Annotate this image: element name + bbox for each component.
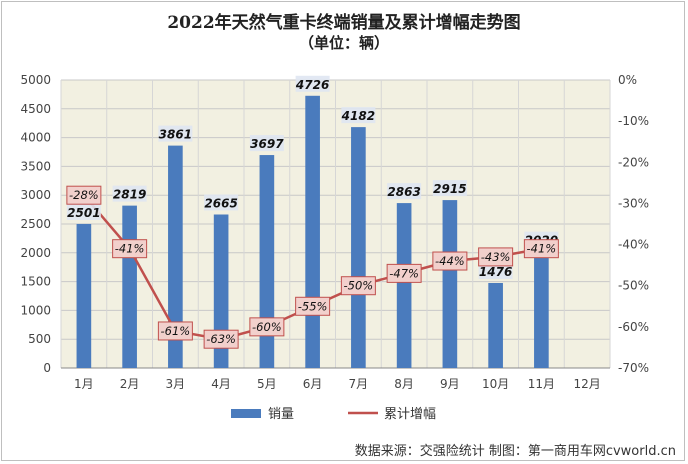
bar [213,214,229,368]
bar [122,205,137,368]
line-value-label: -41% [115,242,145,256]
bar-label-bg [295,75,330,92]
y-right-tick-label: -10% [618,114,649,128]
bar [351,127,366,369]
y-right-tick-label: 0% [618,73,637,87]
line-label-box [432,251,468,271]
bar-label-bg [387,183,422,200]
y-left-tick-label: 2000 [20,246,51,260]
x-tick-label: 9月 [440,377,460,391]
line-value-label: -41% [527,242,557,256]
y-right-tick-label: -40% [618,238,649,252]
line-value-label: -43% [481,250,511,264]
y-left-tick-label: 4500 [20,102,51,116]
chart-title: 2022年天然气重卡终端销量及累计增幅走势图 [167,13,521,33]
line-value-label: -61% [161,324,191,338]
bar-label-bg [432,180,467,197]
bar [259,155,275,368]
line-value-label: -47% [389,266,419,280]
x-tick-label: 1月 [74,377,94,391]
line-value-label: -28% [69,188,99,202]
bar [488,282,503,368]
legend-bar-label: 销量 [268,407,294,422]
x-tick-label: 7月 [349,377,369,391]
line-label-box [340,276,376,296]
bar-label-bg [66,203,101,220]
bar-label-bg [249,135,284,152]
line-label-box [157,321,193,341]
data-source-note: 数据来源：交强险统计 制图：第一商用车网cvworld.cn [354,444,676,459]
bar-value-label: 1476 [479,265,512,279]
bar-label-bg [341,107,376,124]
chart-subtitle: （单位：辆） [298,34,389,52]
bar-value-label: 2665 [204,196,237,210]
line-label-box [112,239,148,259]
line-label-box [66,185,102,205]
bar-label-bg [478,262,513,279]
bar-value-label: 4726 [295,78,329,92]
y-right-tick-label: -20% [618,155,649,169]
line-label-box [249,317,285,337]
y-left-tick-label: 1000 [20,303,51,317]
y-right-tick-label: -70% [618,361,649,375]
bar-value-label: 2863 [387,185,420,199]
y-left-tick-label: 4000 [20,131,51,145]
line-value-label: -60% [252,320,282,334]
bar-label-bg [112,185,147,202]
x-tick-label: 2月 [120,377,140,391]
legend-bar-swatch [231,409,261,418]
x-tick-label: 11月 [528,377,555,391]
x-tick-label: 12月 [573,377,600,391]
bar [168,145,183,368]
line-value-label: -44% [435,254,465,268]
bar-value-label: 3697 [250,137,284,151]
y-left-tick-label: 2500 [20,217,51,231]
y-right-tick-label: -30% [618,196,649,210]
x-tick-label: 8月 [394,377,414,391]
x-tick-label: 4月 [211,377,231,391]
bar [442,200,458,368]
bar-label-bg [204,194,239,211]
bar [305,95,320,368]
x-tick-label: 10月 [482,377,509,391]
y-left-tick-label: 500 [28,332,51,346]
y-left-tick-label: 3000 [20,188,51,202]
y-left-tick-label: 0 [43,361,51,375]
y-right-tick-label: -50% [618,279,649,293]
bar-value-label: 2819 [113,188,146,202]
line-label-box [386,263,422,283]
bar-value-label: 2501 [67,206,100,220]
bar-value-label: 4182 [341,109,375,123]
y-left-tick-label: 5000 [20,73,51,87]
line-value-label: -50% [344,279,374,293]
line-label-box [523,239,559,259]
line-label-box [478,247,514,267]
y-left-tick-label: 1500 [20,275,51,289]
line-value-label: -63% [206,332,236,346]
x-tick-label: 5月 [257,377,277,391]
legend-line-label: 累计增幅 [384,407,436,422]
line-label-box [295,296,331,316]
line-label-box [203,329,239,349]
bar [534,251,549,368]
y-right-tick-label: -60% [618,320,649,334]
bar-value-label: 2915 [433,182,466,196]
bar-label-bg [158,125,193,142]
y-left-tick-label: 3500 [20,159,51,173]
x-tick-label: 3月 [166,377,186,391]
bar [76,223,92,368]
bar-value-label: 3861 [159,128,192,142]
x-tick-label: 6月 [303,377,323,391]
bar [396,203,412,368]
line-value-label: -55% [298,299,328,313]
